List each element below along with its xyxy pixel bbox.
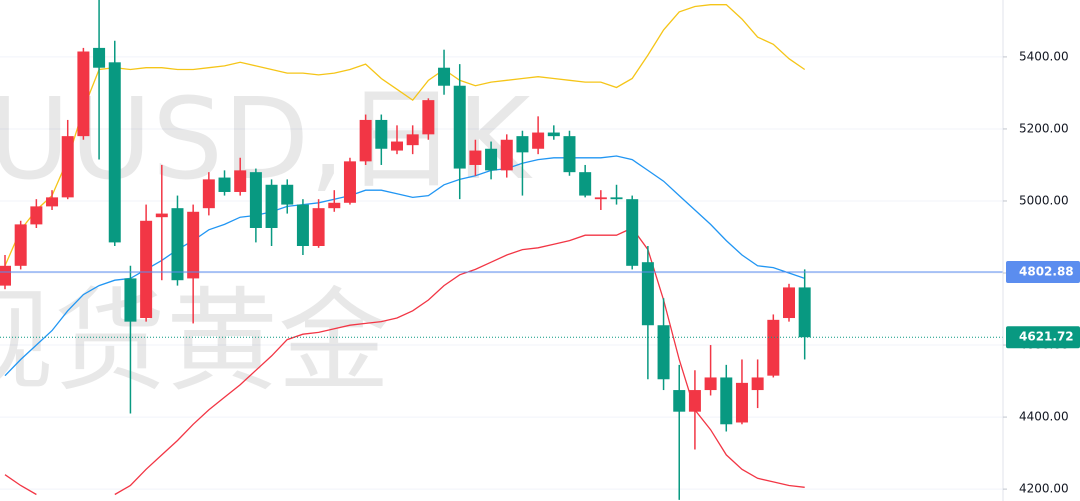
price-badge: [1006, 260, 1080, 283]
indicator-line: [4, 155, 805, 377]
candle-body: [218, 177, 231, 192]
candle-body: [547, 132, 560, 137]
candle-body: [798, 287, 811, 338]
candle-body: [108, 62, 121, 243]
candle-body: [720, 377, 733, 425]
y-tick-label: 4200.00: [1019, 482, 1069, 496]
candle-body: [641, 262, 654, 326]
candle-body: [249, 172, 262, 228]
candle-body: [422, 100, 435, 135]
candle-body: [155, 213, 168, 218]
candle-body: [453, 85, 466, 169]
candle-body: [0, 265, 11, 286]
y-tick-label: 5000.00: [1019, 193, 1069, 207]
candle-body: [14, 224, 27, 266]
candle-body: [688, 390, 701, 412]
candle-body: [673, 390, 686, 412]
candle-body: [30, 206, 43, 225]
candle-body: [124, 278, 137, 322]
candle-body: [140, 220, 153, 319]
candle-body: [93, 47, 106, 68]
indicator-line: [4, 4, 806, 267]
candle-body: [469, 150, 482, 165]
y-tick-label: 5400.00: [1019, 49, 1069, 63]
y-tick-label: 5200.00: [1019, 121, 1069, 135]
price-badge-label: 4802.88: [1019, 264, 1074, 278]
candle-body: [500, 139, 513, 171]
candle-body: [783, 287, 795, 319]
grid: [0, 56, 1003, 490]
candle-body: [187, 211, 200, 279]
candle-body: [391, 141, 403, 151]
candle-body: [265, 184, 278, 228]
candle-body: [657, 325, 670, 380]
candle-body: [438, 67, 451, 86]
candle-body: [406, 134, 419, 146]
candle-body: [359, 119, 372, 162]
candle-body: [281, 184, 294, 205]
candle-body: [328, 202, 341, 209]
candle-body: [563, 136, 576, 173]
candle-body: [704, 377, 717, 391]
candle-body: [579, 172, 592, 196]
candle-body: [234, 170, 247, 192]
y-axis: 4200.004400.004600.004800.005000.005200.…: [1003, 49, 1080, 496]
candle-body: [532, 132, 545, 149]
candle-body: [610, 197, 623, 200]
candle-body: [516, 136, 529, 153]
candle-body: [735, 382, 748, 423]
candle-body: [751, 377, 764, 391]
candle-body: [171, 208, 184, 281]
candle-body: [375, 119, 388, 149]
price-badge: [1006, 326, 1080, 349]
candle-body: [61, 136, 74, 198]
candle-body: [312, 208, 325, 246]
watermark: 现货黄金: [0, 277, 390, 407]
candle-body: [626, 199, 639, 266]
candle-body: [343, 161, 356, 203]
candle-body: [77, 51, 90, 137]
candle-body: [485, 148, 498, 171]
candle-body: [202, 179, 215, 209]
y-tick-label: 4400.00: [1019, 410, 1069, 424]
price-badge-label: 4621.72: [1019, 330, 1074, 344]
candle-body: [767, 319, 780, 376]
candle-body: [296, 204, 309, 246]
candle-body: [594, 197, 607, 200]
candle-body: [46, 197, 59, 207]
plot-area: [0, 0, 1003, 500]
